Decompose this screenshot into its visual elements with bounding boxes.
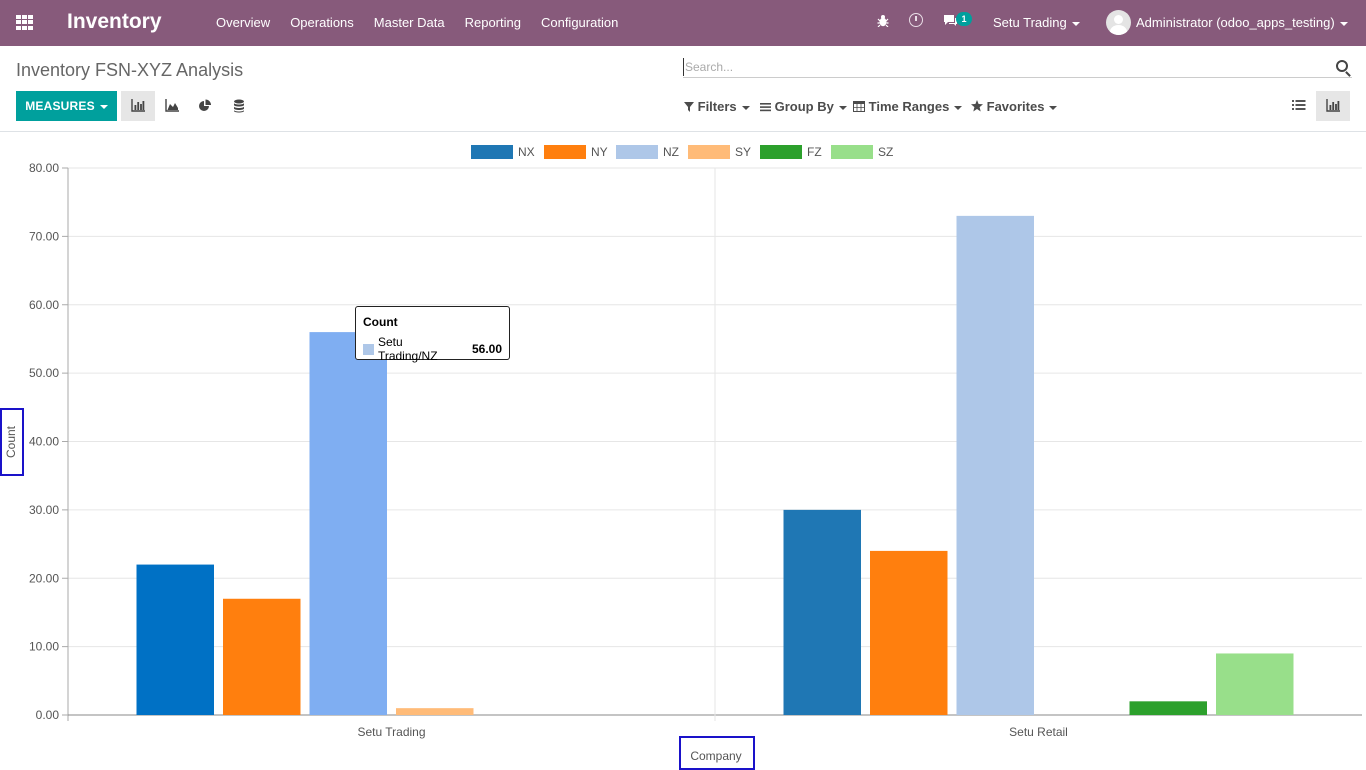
list-icon	[1292, 100, 1306, 110]
legend-label-fz: FZ	[807, 145, 822, 159]
y-tick-label: 60.00	[29, 298, 59, 312]
area-chart-icon	[165, 99, 179, 112]
user-name: Administrator (odoo_apps_testing)	[1136, 15, 1335, 30]
menu-operations[interactable]: Operations	[290, 15, 354, 30]
filters-dropdown[interactable]: Filters	[684, 99, 750, 114]
chevron-down-icon	[741, 105, 750, 110]
graph-view-button[interactable]	[1316, 91, 1350, 121]
bar-nz	[309, 332, 387, 715]
bar-sz	[1216, 653, 1294, 715]
y-tick-label: 10.00	[29, 640, 59, 654]
favorites-label: Favorites	[986, 99, 1045, 114]
menu-overview[interactable]: Overview	[216, 15, 271, 30]
legend-swatch-nz	[616, 145, 658, 159]
legend-swatch-sz	[831, 145, 873, 159]
notification-badge: 1	[956, 12, 972, 26]
bug-icon[interactable]	[877, 14, 889, 27]
page-title: Inventory FSN-XYZ Analysis	[16, 60, 244, 80]
bar-nz	[956, 215, 1034, 716]
y-tick-label: 0.00	[36, 708, 60, 722]
bar-chart-mode-button[interactable]	[121, 91, 155, 121]
top-navbar: Inventory Overview Operations Master Dat…	[0, 0, 1366, 46]
legend-swatch-nx	[471, 145, 513, 159]
y-tick-label: 50.00	[29, 366, 59, 380]
legend-swatch-sy	[688, 145, 730, 159]
legend-label-sz: SZ	[878, 145, 893, 159]
line-chart-mode-button[interactable]	[155, 91, 189, 121]
chevron-down-icon	[99, 104, 108, 109]
stacked-toggle-button[interactable]	[223, 91, 257, 121]
x-axis-title-box	[679, 736, 755, 770]
search-icon[interactable]	[1336, 60, 1348, 72]
chevron-down-icon	[1071, 21, 1080, 26]
company-switcher[interactable]: Setu Trading	[993, 15, 1080, 30]
legend-swatch-fz	[760, 145, 802, 159]
calendar-icon	[853, 101, 865, 112]
measures-label: MEASURES	[25, 99, 95, 113]
chevron-down-icon	[954, 105, 963, 110]
menu-master-data[interactable]: Master Data	[373, 15, 445, 30]
filter-icon	[684, 102, 694, 112]
activity-clock-icon[interactable]	[909, 13, 923, 27]
pie-chart-mode-button[interactable]	[188, 91, 222, 121]
time-ranges-label: Time Ranges	[868, 99, 950, 114]
tooltip-title: Count	[363, 315, 398, 329]
chevron-down-icon	[1339, 21, 1348, 26]
x-tick-label: Setu Retail	[1009, 725, 1068, 739]
tooltip-swatch	[363, 343, 374, 355]
search-bar	[683, 56, 1352, 78]
app-title[interactable]: Inventory	[67, 10, 162, 33]
y-axis-title-box	[0, 408, 24, 476]
star-icon	[971, 100, 983, 112]
filters-label: Filters	[697, 99, 737, 114]
x-tick-label: Setu Trading	[357, 725, 425, 739]
bar-nx	[783, 509, 861, 715]
pie-chart-icon	[199, 99, 211, 111]
group-by-dropdown[interactable]: Group By	[760, 99, 847, 114]
x-axis-title: Company	[690, 749, 741, 763]
menu-configuration[interactable]: Configuration	[540, 15, 619, 30]
avatar[interactable]	[1106, 10, 1131, 35]
tooltip-value: 56.00	[471, 342, 502, 356]
legend-label-nx: NX	[518, 145, 535, 159]
menu-reporting[interactable]: Reporting	[464, 15, 521, 30]
y-tick-label: 30.00	[29, 503, 59, 517]
legend-label-ny: NY	[591, 145, 608, 159]
list-view-button[interactable]	[1282, 91, 1316, 121]
bar-chart-icon	[131, 99, 145, 112]
apps-menu-icon[interactable]	[16, 15, 33, 30]
chevron-down-icon	[838, 105, 847, 110]
bar-fz	[1129, 701, 1207, 715]
y-tick-label: 80.00	[29, 161, 59, 175]
time-ranges-dropdown[interactable]: Time Ranges	[853, 99, 963, 114]
bar-ny	[870, 550, 948, 715]
y-tick-label: 20.00	[29, 571, 59, 585]
tooltip-label: Setu Trading/NZ	[377, 335, 438, 363]
y-tick-label: 40.00	[29, 435, 59, 449]
search-input[interactable]	[683, 58, 1323, 76]
measures-button[interactable]: MEASURES	[16, 91, 117, 121]
group-by-label: Group By	[774, 99, 834, 114]
legend-label-nz: NZ	[663, 145, 679, 159]
control-panel-divider	[0, 131, 1366, 132]
y-axis-title: Count	[4, 425, 18, 458]
bar-chart: 0.00 10.00 20.00 30.00 40.00 50.00 60.00 70.00 8…	[4, 145, 1362, 763]
bar-chart-icon	[1326, 99, 1340, 112]
company-name: Setu Trading	[993, 15, 1067, 30]
chat-icon[interactable]	[943, 14, 958, 27]
favorites-dropdown[interactable]: Favorites	[971, 99, 1058, 114]
bar-nx	[136, 564, 214, 715]
chevron-down-icon	[1049, 105, 1058, 110]
chart-tooltip: Count Setu Trading/NZ 56.00	[355, 306, 510, 363]
bars-icon	[760, 103, 771, 112]
main-menu: Overview Operations Master Data Reportin…	[206, 15, 628, 30]
legend-label-sy: SY	[735, 145, 751, 159]
user-menu[interactable]: Administrator (odoo_apps_testing)	[1136, 15, 1348, 30]
y-tick-label: 70.00	[29, 229, 59, 243]
database-icon	[234, 99, 244, 113]
bar-sy	[396, 708, 474, 715]
tooltip-row: Setu Trading/NZ 56.00	[363, 335, 502, 363]
legend-swatch-ny	[544, 145, 586, 159]
bar-ny	[223, 598, 301, 715]
